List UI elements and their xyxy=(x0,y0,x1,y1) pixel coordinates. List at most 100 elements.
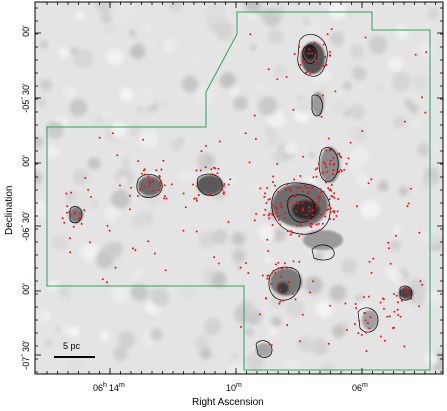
source-dot xyxy=(298,340,301,343)
source-dot xyxy=(275,207,278,210)
noise-patch xyxy=(39,309,52,322)
source-dot xyxy=(393,292,395,295)
noise-patch xyxy=(196,66,209,78)
source-dot xyxy=(208,180,211,183)
source-dot xyxy=(266,277,269,280)
source-dot xyxy=(69,251,72,254)
noise-patch xyxy=(385,266,400,280)
source-dot xyxy=(66,205,69,208)
source-dot xyxy=(383,307,385,310)
source-dot xyxy=(309,200,311,202)
noise-patch xyxy=(111,285,130,305)
noise-patch xyxy=(271,316,282,328)
noise-patch xyxy=(169,140,181,152)
source-dot xyxy=(362,296,365,299)
noise-patch xyxy=(328,2,348,19)
source-dot xyxy=(276,78,279,81)
noise-patch xyxy=(229,85,240,97)
noise-patch xyxy=(395,25,409,40)
noise-patch xyxy=(313,313,322,322)
emission-map xyxy=(35,2,443,374)
source-dot xyxy=(116,154,119,157)
source-dot xyxy=(299,63,302,66)
source-dot xyxy=(195,169,198,172)
source-dot xyxy=(287,201,290,204)
source-dot xyxy=(275,263,277,266)
source-dot xyxy=(406,205,409,208)
source-dot xyxy=(255,212,258,215)
source-dot xyxy=(395,294,398,297)
source-dot xyxy=(271,224,274,226)
noise-patch xyxy=(198,230,217,249)
noise-patch xyxy=(45,339,53,347)
source-dot xyxy=(158,174,161,177)
source-dot xyxy=(310,222,312,225)
noise-patch xyxy=(411,31,425,46)
noise-patch xyxy=(305,161,317,172)
source-dot xyxy=(364,331,367,334)
source-dot xyxy=(361,130,364,132)
source-dot xyxy=(205,144,207,147)
noise-patch xyxy=(69,98,87,117)
source-dot xyxy=(355,307,357,310)
source-dot xyxy=(332,157,335,159)
source-dot xyxy=(389,262,392,265)
noise-patch xyxy=(272,228,287,242)
noise-patch xyxy=(150,287,170,307)
source-dot xyxy=(298,260,301,263)
noise-patch xyxy=(198,158,205,166)
noise-patch xyxy=(404,99,412,107)
source-dot xyxy=(309,72,312,75)
source-dot xyxy=(325,63,328,66)
source-dot xyxy=(279,288,282,291)
source-dot xyxy=(403,286,406,289)
source-dot xyxy=(277,261,280,264)
source-dot xyxy=(397,314,400,316)
noise-patch xyxy=(253,83,262,92)
source-dot xyxy=(333,162,336,165)
noise-patch xyxy=(121,157,131,167)
source-dot xyxy=(419,280,422,283)
contour-lines xyxy=(69,33,413,358)
source-dot xyxy=(217,262,220,265)
source-dot xyxy=(312,71,315,74)
source-dot xyxy=(270,344,273,347)
source-dot xyxy=(295,200,298,203)
source-dot xyxy=(302,207,305,210)
noise-patch xyxy=(411,122,419,129)
source-dot xyxy=(195,199,198,202)
source-dot xyxy=(218,140,221,143)
source-dot xyxy=(329,218,331,220)
noise-patch xyxy=(211,271,227,288)
noise-patch xyxy=(136,105,145,114)
source-dot xyxy=(319,66,322,69)
source-dot xyxy=(329,149,332,152)
noise-patch xyxy=(39,40,48,49)
source-dot xyxy=(170,183,173,186)
source-dot xyxy=(322,65,325,67)
y-tick-minutes: 00' xyxy=(21,155,31,167)
source-dot xyxy=(284,216,286,219)
source-dot xyxy=(343,168,346,171)
y-axis-label: Declination xyxy=(4,186,15,235)
source-dot xyxy=(286,230,289,233)
source-dot xyxy=(200,150,203,153)
noise-patch xyxy=(150,328,163,342)
source-dot xyxy=(306,60,309,63)
source-dot xyxy=(147,240,150,243)
source-dot xyxy=(182,192,185,195)
source-dot xyxy=(263,214,265,216)
source-dot xyxy=(316,167,319,170)
noise-patch xyxy=(408,103,419,114)
noise-patch xyxy=(282,259,289,266)
y-tick-label: -07° 30' xyxy=(20,340,31,370)
source-dot xyxy=(111,132,114,135)
source-dot xyxy=(395,234,397,237)
source-dot xyxy=(345,328,348,331)
noise-patch xyxy=(429,232,442,246)
source-dot xyxy=(158,182,161,185)
noise-patch xyxy=(194,334,210,350)
source-dot xyxy=(301,51,304,54)
source-dot xyxy=(308,191,311,193)
source-dot xyxy=(284,292,287,295)
